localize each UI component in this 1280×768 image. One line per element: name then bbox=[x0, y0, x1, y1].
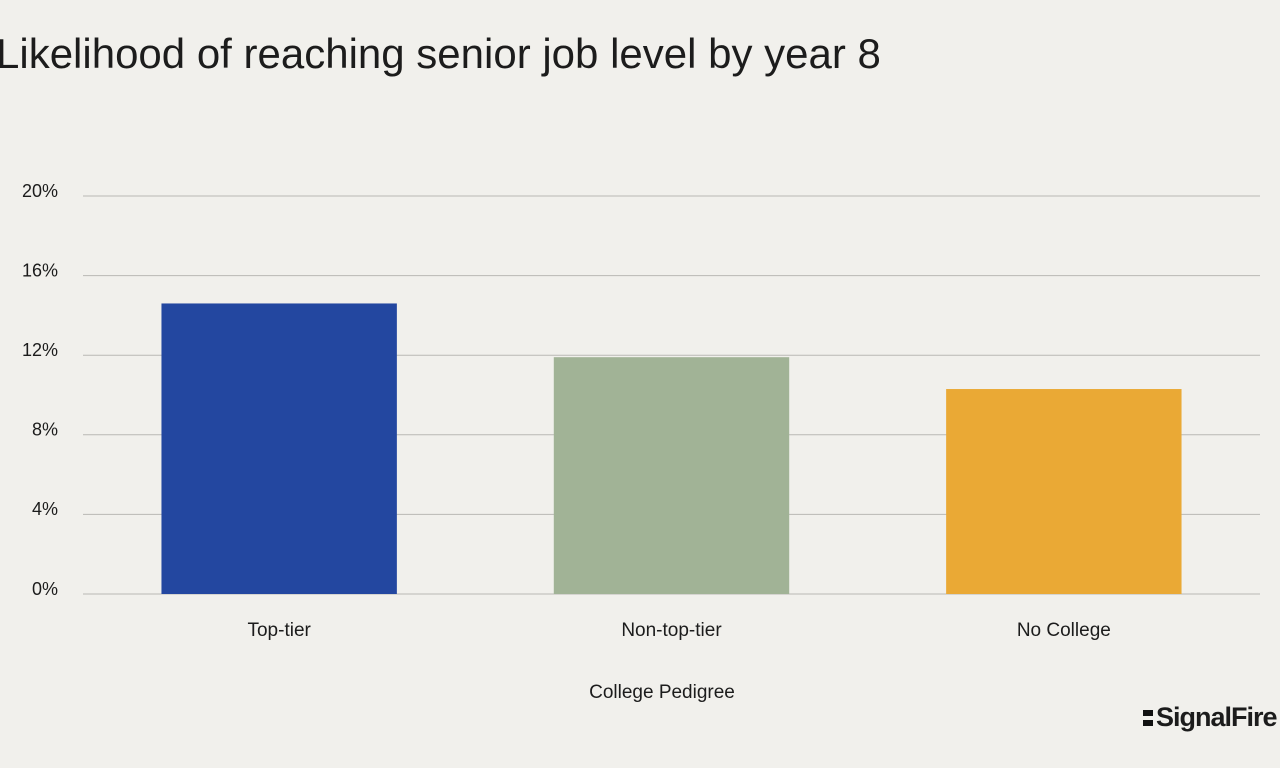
logo: SignalFire bbox=[1143, 702, 1279, 732]
x-tick-label: Top-tier bbox=[247, 620, 311, 641]
logo-icon bbox=[1143, 710, 1153, 726]
bar bbox=[161, 303, 397, 594]
y-tick-label: 8% bbox=[32, 420, 58, 440]
y-tick-label: 16% bbox=[22, 260, 58, 280]
bar bbox=[946, 389, 1182, 594]
y-tick-label: 12% bbox=[22, 340, 58, 360]
x-axis-title: College Pedigree bbox=[589, 682, 735, 703]
bar bbox=[553, 357, 790, 594]
chart-title: Likelihood of reaching senior job level … bbox=[0, 30, 881, 77]
y-tick-label: 0% bbox=[32, 579, 58, 599]
logo-text: SignalFire bbox=[1156, 702, 1278, 732]
x-tick-label: No College bbox=[1017, 620, 1111, 641]
y-tick-label: 4% bbox=[32, 499, 58, 519]
y-tick-label: 20% bbox=[22, 181, 58, 201]
x-tick-label: Non-top-tier bbox=[621, 620, 722, 641]
